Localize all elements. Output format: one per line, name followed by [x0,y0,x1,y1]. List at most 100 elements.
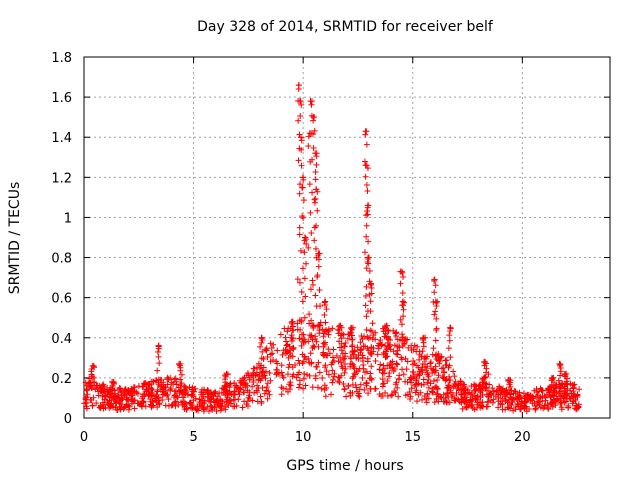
data-point [167,387,174,394]
data-point [477,394,484,401]
data-point [483,369,490,376]
data-point [296,317,303,324]
data-point [384,339,391,346]
data-point [372,385,379,392]
data-point [434,357,441,364]
data-point [451,380,458,387]
data-point [431,399,438,406]
data-point [83,386,90,393]
data-point [313,338,320,345]
data-point [266,391,273,398]
data-point [292,361,299,368]
data-point [435,372,442,379]
data-point [342,339,349,346]
data-point [397,316,404,323]
data-point [376,391,383,398]
data-point [320,349,327,356]
data-points [81,82,583,415]
data-point [89,375,96,382]
data-point [366,334,373,341]
data-point [518,398,525,405]
y-tick-label: 0.8 [51,252,72,267]
data-point [418,381,425,388]
data-point [445,345,452,352]
data-point [438,353,445,360]
data-point [447,385,454,392]
data-point [284,388,291,395]
data-point [446,399,453,406]
data-point [323,368,330,375]
data-point [492,393,499,400]
data-point [416,356,423,363]
data-point [274,360,281,367]
data-point [400,371,407,378]
data-point [177,360,184,367]
data-point [286,361,293,368]
data-point [499,401,506,408]
data-point [365,254,372,261]
data-point [155,342,162,349]
data-point [145,381,152,388]
data-point [420,334,427,341]
data-point [393,350,400,357]
data-point [301,249,308,256]
data-point [368,375,375,382]
data-point [414,343,421,350]
data-point [407,374,414,381]
data-point [173,378,180,385]
data-point [321,328,328,335]
data-point [569,382,576,389]
data-point [306,130,313,137]
data-point [349,390,356,397]
data-point [163,392,170,399]
data-point [411,382,418,389]
data-point [424,390,431,397]
data-point [536,398,543,405]
data-point [347,329,354,336]
data-point [368,280,375,287]
data-point [419,369,426,376]
data-point [328,361,335,368]
data-point [309,131,316,138]
data-point [165,402,172,409]
data-point [440,374,447,381]
data-point [533,389,540,396]
data-point [432,367,439,374]
data-point [88,384,95,391]
data-point [126,403,133,410]
data-point [382,342,389,349]
data-point [270,341,277,348]
data-point [109,403,116,410]
data-point [355,368,362,375]
data-point [224,391,231,398]
data-point [545,385,552,392]
data-point [178,371,185,378]
data-point [505,386,512,393]
data-point [159,385,166,392]
data-point [409,368,416,375]
data-point [349,349,356,356]
data-point [572,396,579,403]
y-tick-labels: 0 0.2 0.4 0.6 0.8 1 1.2 1.4 1.6 1.8 [51,51,72,427]
data-point [433,315,440,322]
data-point [154,387,161,394]
data-point [511,387,518,394]
data-point [290,327,297,334]
data-point [468,382,475,389]
data-point [258,339,265,346]
data-point [451,395,458,402]
data-point [296,335,303,342]
data-point [295,157,302,164]
data-point [143,388,150,395]
data-point [141,391,148,398]
data-point [482,374,489,381]
data-point [278,391,285,398]
data-point [384,353,391,360]
y-tick-label: 0 [64,412,72,427]
data-point [398,268,405,275]
data-point [512,388,519,395]
data-point [289,344,296,351]
data-point [296,381,303,388]
data-point [288,332,295,339]
data-point [348,324,355,331]
